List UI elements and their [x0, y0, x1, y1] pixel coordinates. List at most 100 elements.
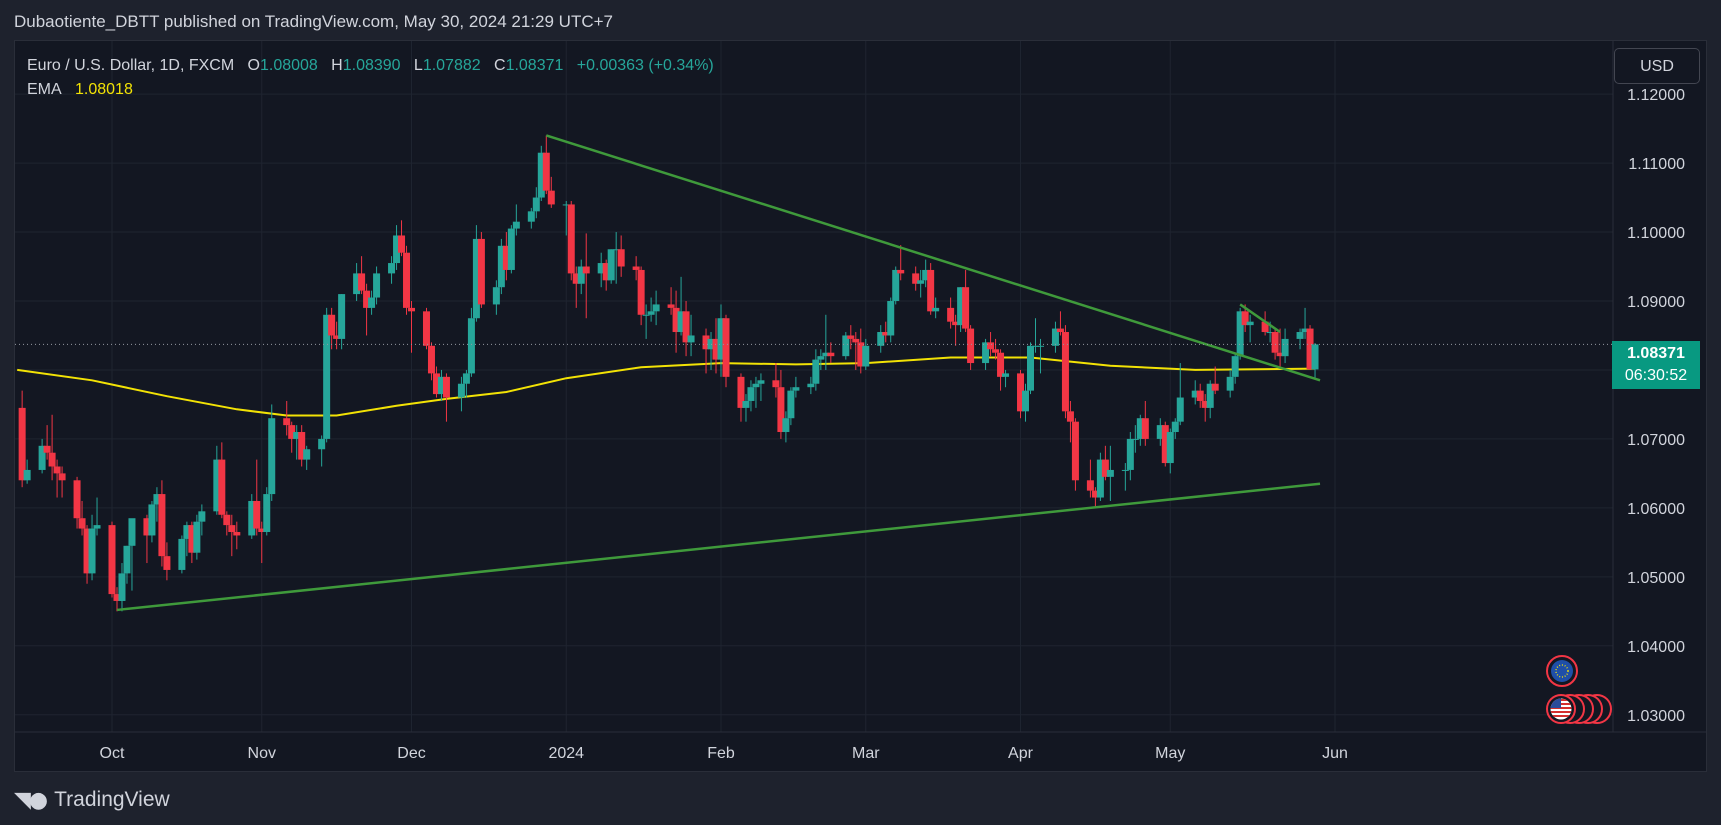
candle: [632, 256, 640, 281]
candle-body: [338, 294, 346, 339]
candle-body: [353, 273, 361, 295]
candle-body: [982, 342, 990, 364]
candle-body: [43, 445, 51, 453]
candle: [882, 321, 890, 343]
candle: [537, 145, 545, 201]
candle: [268, 404, 276, 501]
candle: [83, 525, 91, 584]
candle-body: [667, 304, 675, 308]
candle: [1002, 369, 1010, 388]
candle-body: [198, 511, 206, 522]
candle-body: [1091, 490, 1099, 498]
candle: [1196, 383, 1204, 408]
candle-body: [403, 252, 411, 308]
y-tick-label: 1.05000: [1627, 570, 1685, 587]
candle-body: [897, 269, 905, 274]
candle-body: [78, 518, 86, 529]
candle-body: [288, 425, 296, 439]
candle-body: [752, 383, 760, 388]
candle-body: [547, 190, 555, 205]
candle-body: [178, 538, 186, 570]
candle-body: [612, 249, 620, 251]
candle-body: [358, 273, 366, 291]
candle-body: [887, 300, 895, 336]
candle: [462, 369, 470, 398]
y-tick-label: 1.04000: [1627, 639, 1685, 656]
candle-body: [118, 573, 126, 601]
time-axis: Oct Nov Dec 2024 Feb Mar Apr May Jun: [100, 745, 1348, 762]
price-chart[interactable]: 1.120001.110001.100001.090001.080001.070…: [15, 41, 1706, 771]
candle-body: [642, 314, 650, 316]
candle: [1171, 418, 1179, 439]
candle: [957, 287, 965, 333]
candle-body: [398, 235, 406, 253]
candle: [43, 425, 51, 460]
candle: [842, 332, 850, 360]
candle: [153, 487, 161, 522]
x-tick-label: May: [1155, 745, 1185, 762]
candle-body: [442, 376, 450, 398]
candle: [917, 269, 925, 298]
brand-name[interactable]: TradingView: [54, 788, 170, 811]
candle-body: [88, 528, 96, 574]
ema-layer: [17, 356, 1316, 417]
candle-body: [1241, 311, 1249, 326]
candle: [887, 297, 895, 343]
us-flag-icon[interactable]: [1546, 694, 1612, 724]
open-label: O: [247, 57, 260, 74]
candle-body: [567, 204, 575, 274]
candle-body: [298, 432, 306, 460]
candle-body: [1126, 438, 1134, 470]
candle: [567, 200, 575, 281]
candle-body: [467, 318, 475, 374]
candle: [303, 445, 311, 470]
candle: [827, 342, 835, 364]
candle-body: [457, 383, 465, 398]
candle-body: [408, 307, 416, 312]
candle-body: [952, 321, 960, 326]
candle: [1201, 394, 1209, 422]
candle: [582, 233, 590, 319]
eu-flag-icon[interactable]: [1546, 655, 1578, 687]
candle-body: [512, 221, 520, 229]
candle-body: [1246, 321, 1254, 326]
x-tick-label: Dec: [397, 745, 425, 762]
candle-body: [502, 245, 510, 270]
currency-button[interactable]: USD: [1614, 48, 1700, 84]
candle: [1246, 314, 1254, 343]
candle-body: [537, 152, 545, 198]
candle-body: [827, 352, 835, 357]
candle-body: [922, 269, 930, 281]
candle-body: [822, 352, 830, 357]
candle-body: [852, 338, 860, 343]
chart-pane[interactable]: 1.120001.110001.100001.090001.080001.070…: [14, 40, 1707, 772]
candle-body: [1236, 311, 1244, 357]
candle-body: [722, 318, 730, 377]
candle-body: [777, 387, 785, 433]
candle: [1091, 487, 1099, 508]
candle: [1036, 338, 1044, 374]
candle: [472, 225, 480, 322]
y-tick-label: 1.03000: [1627, 708, 1685, 725]
candle-body: [617, 249, 625, 267]
candle-body: [1196, 390, 1204, 401]
candle-body: [792, 387, 800, 391]
candle-body: [1061, 332, 1069, 412]
symbol-label[interactable]: Euro / U.S. Dollar, 1D, FXCM: [27, 57, 235, 74]
tradingview-logo-icon[interactable]: ◥●: [14, 787, 48, 813]
candle-body: [577, 266, 585, 284]
candle-body: [607, 249, 615, 281]
candle-body: [1176, 397, 1184, 422]
candle-body: [333, 335, 341, 339]
candle-body: [258, 528, 266, 533]
ema-value: 1.08018: [75, 81, 133, 98]
candle: [862, 338, 870, 370]
candle: [128, 518, 136, 591]
change-value: +0.00363 (+0.34%): [576, 57, 714, 74]
candle: [1281, 328, 1289, 364]
candle: [263, 487, 271, 536]
candle: [787, 387, 795, 426]
candle-body: [432, 373, 440, 395]
ema-label[interactable]: EMA: [27, 81, 62, 98]
candle-body: [393, 235, 401, 264]
